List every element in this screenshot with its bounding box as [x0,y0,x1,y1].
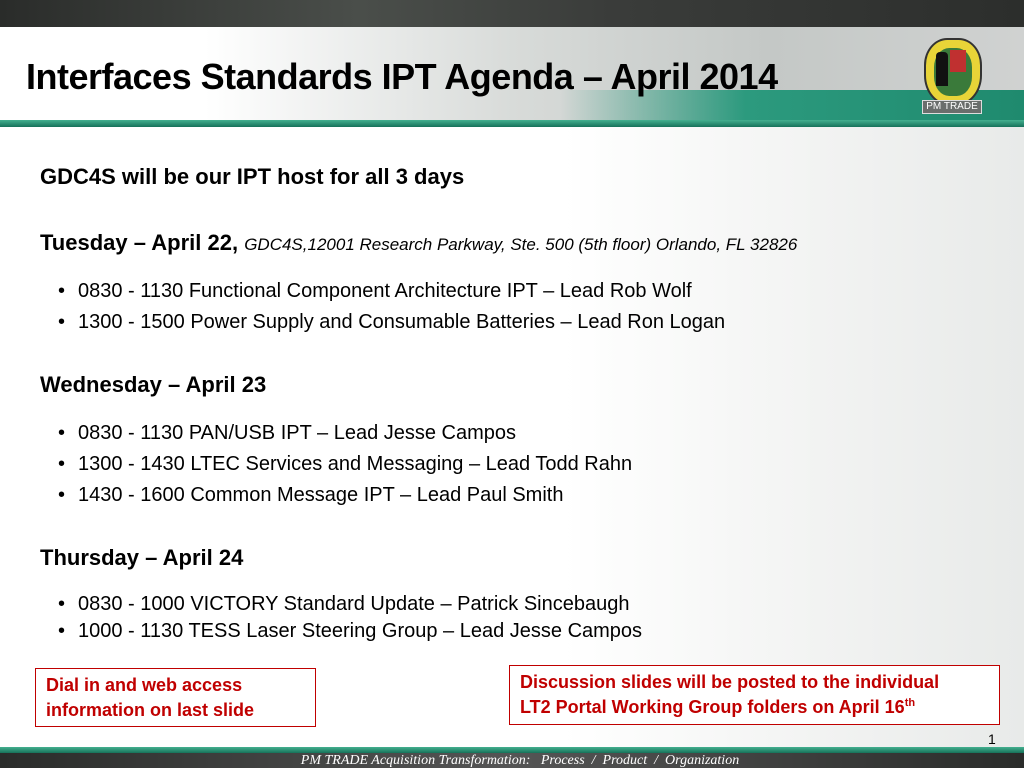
pm-trade-logo: PM TRADE [920,38,984,114]
location: GDC4S,12001 Research Parkway, Ste. 500 (… [244,235,798,254]
agenda-item: • 1430 - 1600 Common Message IPT – Lead P… [58,484,564,506]
callout-discussion-slides: Discussion slides will be posted to the … [509,665,1000,725]
header-stripe [0,120,1024,127]
agenda-item: • 1300 - 1430 LTEC Services and Messaging… [58,453,633,475]
agenda-item: • 0830 - 1130 Functional Component Archit… [58,280,692,302]
day-heading-tuesday: Tuesday – April 22, GDC4S,12001 Research… [40,230,798,255]
agenda-item: • 1000 - 1130 TESS Laser Steering Group –… [58,620,643,642]
top-dark-band [0,0,1024,27]
agenda-item: • 0830 - 1000 VICTORY Standard Update – P… [58,593,630,615]
slide-title: Interfaces Standards IPT Agenda – April … [26,56,778,97]
slide-body [0,127,1024,748]
logo-shield-icon [924,38,982,106]
agenda-item: • 1300 - 1500 Power Supply and Consumable… [58,311,726,333]
footer-text: PM TRADE Acquisition Transformation: Pro… [300,753,740,768]
footer-stripe [0,747,1024,753]
footer-band [0,753,1024,768]
day-heading-thursday: Thursday – April 24 [40,545,244,570]
day-heading-wednesday: Wednesday – April 23 [40,372,267,397]
host-line: GDC4S will be our IPT host for all 3 day… [40,164,465,189]
page-number: 1 [988,731,996,747]
logo-label: PM TRADE [922,100,982,114]
callout-dial-in: Dial in and web access information on las… [35,668,316,727]
agenda-item: • 0830 - 1130 PAN/USB IPT – Lead Jesse Ca… [58,422,517,444]
